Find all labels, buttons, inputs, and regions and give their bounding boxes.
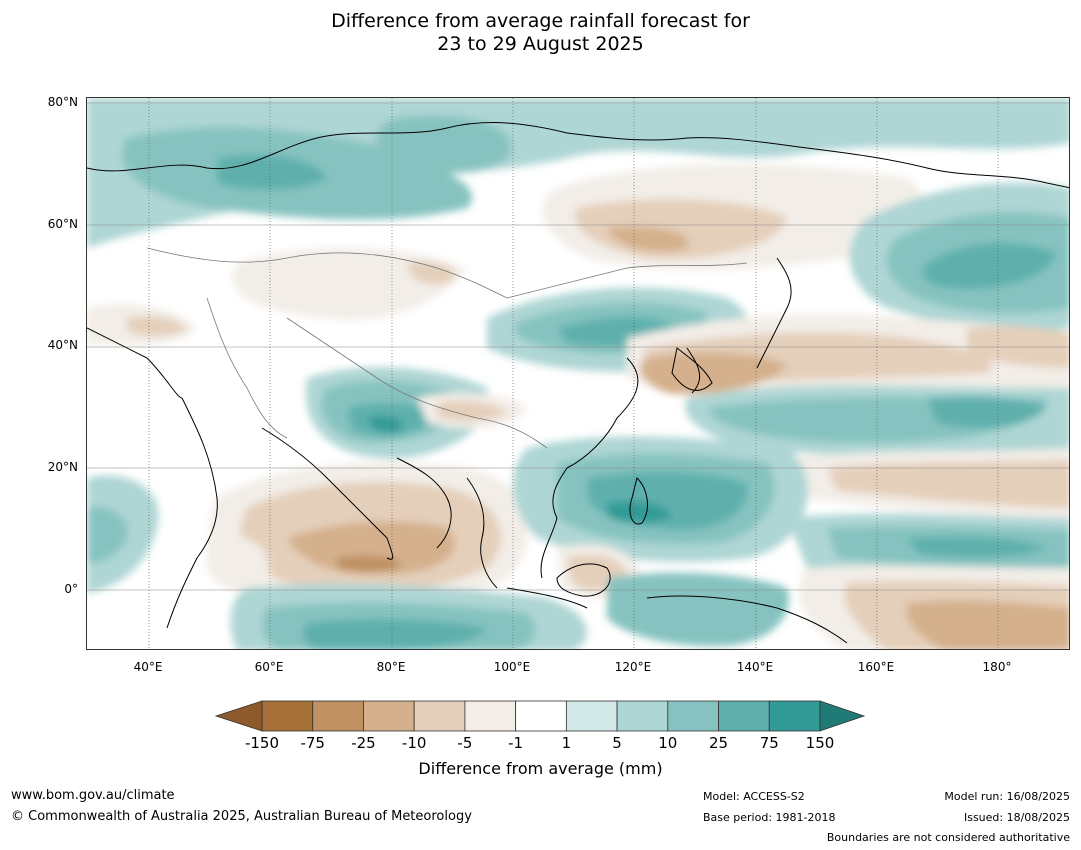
colorbar-tick-label: 10 xyxy=(658,734,678,752)
colorbar-cell xyxy=(768,700,821,732)
colorbar-cell xyxy=(616,700,669,732)
lon-label-160e: 160°E xyxy=(857,660,895,674)
lat-label-20n: 20°N xyxy=(47,460,78,474)
lon-label-40e: 40°E xyxy=(133,660,163,674)
base-period-text: Base period: 1981-2018 xyxy=(703,811,836,824)
colorbar-tick-label: -25 xyxy=(351,734,376,752)
colorbar-cell xyxy=(363,700,415,732)
lon-label-180: 180° xyxy=(982,660,1012,674)
lon-label-80e: 80°E xyxy=(376,660,406,674)
lat-label-60n: 60°N xyxy=(47,217,78,231)
colorbar-cell xyxy=(515,700,567,732)
colorbar-low-extend xyxy=(214,700,263,732)
lon-label-100e: 100°E xyxy=(493,660,531,674)
colorbar-tick-label: -150 xyxy=(244,734,280,752)
colorbar-cell xyxy=(413,700,466,732)
title-line-2: 23 to 29 August 2025 xyxy=(437,33,644,55)
meridians xyxy=(148,98,999,649)
rainfall-anomaly-field xyxy=(87,98,1069,649)
lat-label-80n: 80°N xyxy=(47,95,78,109)
model-run-text: Model run: 16/08/2025 xyxy=(944,790,1070,803)
disclaimer-text: Boundaries are not considered authoritat… xyxy=(826,831,1070,844)
colorbar-cell xyxy=(718,700,770,732)
colorbar-tick-label: 5 xyxy=(612,734,622,752)
colorbar-tick-label: 1 xyxy=(561,734,572,752)
lon-label-140e: 140°E xyxy=(736,660,774,674)
model-text: Model: ACCESS-S2 xyxy=(703,790,805,803)
graticule xyxy=(87,102,1069,591)
website-link[interactable]: www.bom.gov.au/climate xyxy=(11,788,175,803)
colorbar-cell xyxy=(464,700,517,732)
colorbar-cell xyxy=(667,700,719,732)
colorbar-tick-label: -75 xyxy=(300,734,325,752)
colorbar-cell xyxy=(565,700,618,732)
colorbar-tick-label: -5 xyxy=(457,734,473,752)
colorbar-tick-label: -1 xyxy=(508,734,524,752)
coastlines xyxy=(87,122,1069,644)
issued-text: Issued: 18/08/2025 xyxy=(963,811,1070,824)
lon-label-120e: 120°E xyxy=(614,660,652,674)
colorbar-tick-label: 25 xyxy=(708,734,729,752)
colorbar-cell xyxy=(261,700,314,732)
copyright-text: © Commonwealth of Australia 2025, Austra… xyxy=(11,809,472,824)
colorbar-label: Difference from average (mm) xyxy=(418,759,663,778)
colorbar-high-extend xyxy=(819,700,866,732)
lon-label-60e: 60°E xyxy=(254,660,284,674)
country-borders xyxy=(146,247,748,449)
colorbar-tick-label: -10 xyxy=(401,734,427,752)
map-canvas xyxy=(87,98,1069,649)
colorbar-tick-label: 75 xyxy=(759,734,779,752)
chart-title: Difference from average rainfall forecas… xyxy=(0,10,1081,56)
title-line-1: Difference from average rainfall forecas… xyxy=(331,10,750,32)
lat-label-0: 0° xyxy=(64,582,78,596)
lat-label-40n: 40°N xyxy=(47,338,78,352)
rainfall-map xyxy=(86,97,1070,650)
colorbar-tick-label: 150 xyxy=(805,734,835,752)
colorbar-cell xyxy=(312,700,364,732)
